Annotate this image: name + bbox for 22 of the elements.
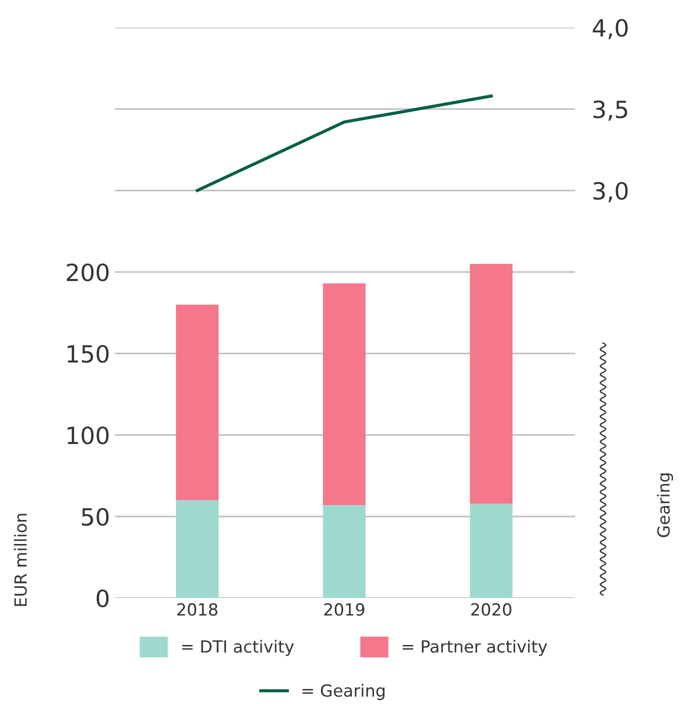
bar [322,283,366,506]
bar [322,505,366,598]
y2-tick-label: 3,5 [593,100,628,121]
y2-tick-label: 3,0 [593,182,628,202]
x-tick-label: 2019 [324,603,364,616]
y2-axis-title: Gearing [656,474,674,538]
y-tick-label: 0 [96,589,109,608]
y-tick-label: 50 [82,508,109,526]
bar [176,304,219,500]
y2-tick-label: 4,0 [592,18,628,40]
bar [176,500,219,598]
y-tick-label: 200 [66,263,109,282]
legend-label: = Gearing [302,684,384,700]
legend-label: = Partner activity [402,640,548,656]
y-tick-label: 100 [68,426,109,444]
legend-label: = DTI activity [182,640,294,656]
bar [470,503,513,598]
x-tick-label: 2018 [177,603,218,616]
y-axis-title: EUR million [14,514,27,606]
y-tick-label: 150 [68,344,109,363]
bar [470,264,513,504]
x-tick-label: 2020 [471,603,512,616]
